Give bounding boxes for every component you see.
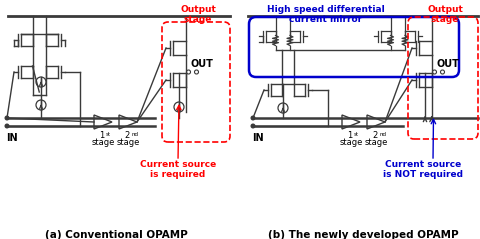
Text: High speed differential
current mirror: High speed differential current mirror: [267, 5, 385, 24]
Text: 2: 2: [372, 131, 378, 140]
Text: st: st: [106, 132, 111, 137]
Text: (b) The newly developed OPAMP: (b) The newly developed OPAMP: [268, 230, 458, 239]
Text: IN: IN: [6, 133, 18, 143]
Circle shape: [5, 116, 9, 120]
Text: nd: nd: [379, 132, 386, 137]
Text: IN: IN: [252, 133, 264, 143]
Text: stage: stage: [91, 138, 115, 147]
Circle shape: [251, 116, 255, 120]
Text: stage: stage: [364, 138, 388, 147]
Text: st: st: [354, 132, 359, 137]
Text: OUT: OUT: [436, 59, 459, 69]
Text: nd: nd: [131, 132, 138, 137]
Circle shape: [251, 124, 255, 128]
Text: Output
stage: Output stage: [427, 5, 463, 24]
Text: 1: 1: [348, 131, 353, 140]
Text: 2: 2: [124, 131, 130, 140]
Text: Output
stage: Output stage: [180, 5, 216, 24]
Text: Current source
is required: Current source is required: [140, 160, 216, 179]
Text: (a) Conventional OPAMP: (a) Conventional OPAMP: [45, 230, 187, 239]
Text: stage: stage: [339, 138, 363, 147]
Text: stage: stage: [116, 138, 140, 147]
Text: Current source
is NOT required: Current source is NOT required: [383, 160, 463, 179]
Circle shape: [5, 124, 9, 128]
Text: OUT: OUT: [191, 59, 214, 69]
Text: 1: 1: [99, 131, 105, 140]
